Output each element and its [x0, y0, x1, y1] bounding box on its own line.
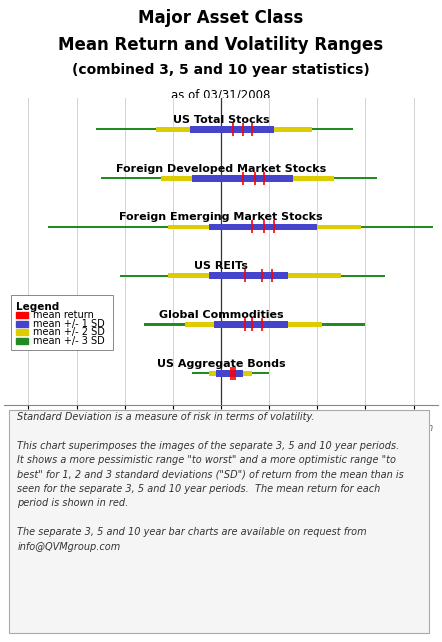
Bar: [16, 320, 28, 327]
Bar: [209, 223, 317, 230]
Text: US REITs: US REITs: [194, 261, 248, 272]
FancyBboxPatch shape: [9, 410, 429, 633]
Text: US Aggregate Bonds: US Aggregate Bonds: [156, 359, 286, 369]
Text: mean +/- 2 SD: mean +/- 2 SD: [33, 327, 105, 337]
Bar: [192, 372, 269, 374]
Bar: [209, 371, 252, 376]
Bar: [16, 338, 28, 344]
Bar: [168, 225, 361, 229]
Text: www.QVMgroup.com: www.QVMgroup.com: [325, 424, 433, 433]
Text: Major Asset Class: Major Asset Class: [138, 9, 304, 27]
Bar: [16, 329, 28, 335]
Text: mean return: mean return: [33, 310, 94, 320]
Bar: [161, 176, 334, 180]
Text: mean +/- 3 SD: mean +/- 3 SD: [33, 336, 105, 346]
Text: as of 03/31/2008: as of 03/31/2008: [171, 89, 271, 101]
Text: Mean Return and Volatility Ranges: Mean Return and Volatility Ranges: [58, 35, 384, 54]
Bar: [168, 273, 341, 278]
Text: US Total Stocks: US Total Stocks: [173, 115, 269, 125]
Text: Foreign Emerging Market Stocks: Foreign Emerging Market Stocks: [119, 213, 323, 223]
Text: Standard Deviation is a measure of risk in terms of volatility.

This chart supe: Standard Deviation is a measure of risk …: [17, 412, 404, 551]
Bar: [16, 312, 28, 318]
Text: mean +/- 1 SD: mean +/- 1 SD: [33, 318, 105, 329]
Bar: [216, 370, 243, 377]
Text: (combined 3, 5 and 10 year statistics): (combined 3, 5 and 10 year statistics): [72, 63, 370, 77]
Bar: [192, 175, 293, 182]
Bar: [101, 177, 377, 179]
Text: Global Commodities: Global Commodities: [159, 310, 283, 320]
Bar: [185, 322, 322, 327]
Bar: [209, 272, 288, 279]
Bar: [144, 324, 366, 325]
Bar: [48, 226, 433, 228]
Bar: [214, 321, 288, 328]
Bar: [120, 275, 385, 277]
Bar: [96, 128, 353, 130]
Text: Legend: Legend: [16, 302, 60, 312]
Bar: [156, 127, 312, 132]
Bar: [190, 126, 274, 133]
FancyBboxPatch shape: [11, 295, 113, 350]
Text: Foreign Developed Market Stocks: Foreign Developed Market Stocks: [116, 164, 326, 174]
